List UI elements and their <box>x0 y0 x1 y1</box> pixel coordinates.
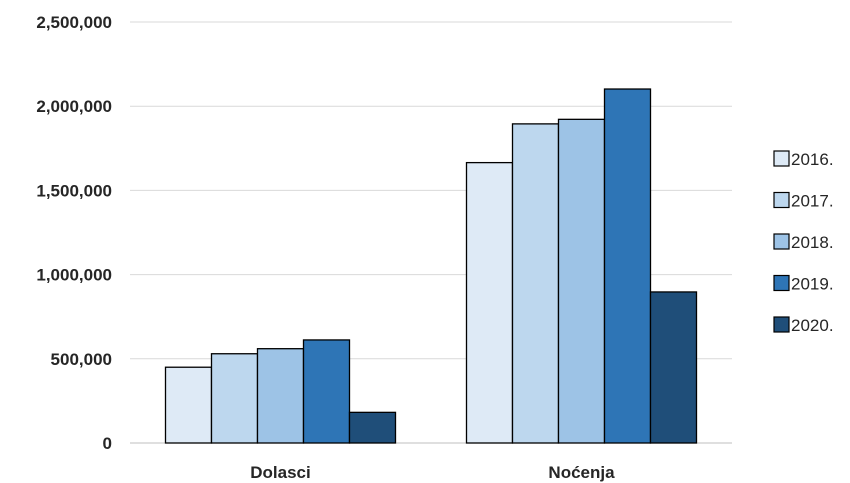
bars <box>164 88 698 444</box>
x-category-label: Noćenja <box>548 463 615 482</box>
legend-label: 2020. <box>791 316 834 335</box>
legend-swatch <box>773 316 790 333</box>
bar-2020-1 <box>649 291 698 444</box>
legend-swatch <box>773 274 790 292</box>
x-axis-categories: Dolasci Noćenja <box>250 463 615 482</box>
bar-2018-1 <box>557 118 606 444</box>
legend-swatch <box>773 150 790 167</box>
y-tick-label: 1,000,000 <box>36 266 112 285</box>
bar-2016-0 <box>164 366 213 444</box>
bar-2017-0 <box>210 353 259 444</box>
y-tick-label: 0 <box>103 434 112 453</box>
y-axis-ticks: 0 500,000 1,000,000 1,500,000 2,000,000 2,500… <box>36 13 112 453</box>
bar-2016-1 <box>465 161 514 444</box>
bar-2020-0 <box>348 411 397 444</box>
y-tick-label: 500,000 <box>51 350 112 369</box>
legend-label: 2016. <box>791 150 834 169</box>
bar-2019-0 <box>302 339 351 444</box>
legend-label: 2018. <box>791 233 834 252</box>
y-tick-label: 2,500,000 <box>36 13 112 32</box>
legend-swatch <box>773 233 790 250</box>
bar-2017-1 <box>511 123 560 444</box>
legend-label: 2017. <box>791 192 834 211</box>
bar-2018-0 <box>256 348 305 444</box>
legend-label: 2019. <box>791 275 834 294</box>
legend-swatch <box>773 191 790 209</box>
bar-2019-1 <box>603 88 652 444</box>
y-tick-label: 1,500,000 <box>36 181 112 200</box>
x-category-label: Dolasci <box>250 463 310 482</box>
legend: 2016. 2017. 2018. 2019. 2020. <box>773 150 834 335</box>
y-tick-label: 2,000,000 <box>36 97 112 116</box>
